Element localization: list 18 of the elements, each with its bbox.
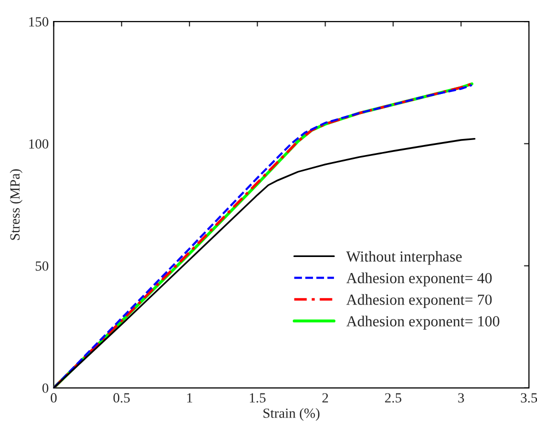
y-axis-title: Stress (MPa) [10,169,22,240]
y-tick-label: 150 [29,17,48,27]
x-tick-label: 2.5 [385,393,402,403]
x-tick-label: 0.5 [113,393,130,403]
legend-label: Adhesion exponent= 40 [346,272,492,286]
x-axis-title: Strain (%) [264,408,320,421]
legend-label: Without interphase [346,250,462,265]
x-tick-label: 1 [187,393,192,402]
x-tick-label: 1.5 [250,393,266,403]
y-tick-label: 50 [36,261,48,271]
x-tick-label: 3.5 [520,393,537,403]
x-tick-label: 3 [458,393,464,403]
y-tick-label: 100 [29,139,48,149]
legend-label: Adhesion exponent= 100 [346,316,500,330]
x-tick-label: 2 [322,393,328,402]
x-tick-label: 0 [50,393,57,403]
y-tick-label: 0 [42,383,48,393]
legend-label: Adhesion exponent= 70 [346,294,492,308]
